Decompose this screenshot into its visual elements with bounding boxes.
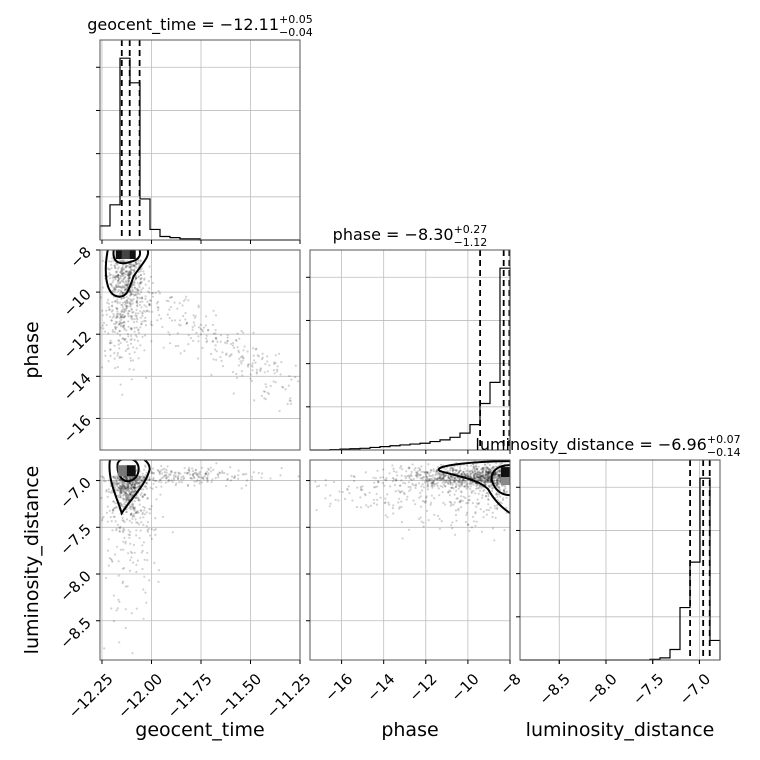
contour-phase-luminosity_distance xyxy=(437,460,510,514)
y-tick-label: −10 xyxy=(60,285,95,320)
x-tick-label: −11.50 xyxy=(213,670,265,722)
panel-frame-hist-geocent_time xyxy=(99,39,301,241)
x-tick-label: −8 xyxy=(496,670,524,698)
y-tick-label: −7.0 xyxy=(56,474,94,512)
y-tick-label: −14 xyxy=(60,369,95,404)
x-tick-label: −11.75 xyxy=(164,670,216,722)
y-tick-label: −8.0 xyxy=(56,567,94,605)
x-axis-label-luminosity-distance: luminosity_distance xyxy=(526,719,715,741)
x-tick-label: −7.0 xyxy=(676,670,714,708)
density-peak xyxy=(501,467,510,478)
x-tick-label: −12 xyxy=(405,670,440,705)
density-peak xyxy=(117,465,127,477)
panel-frame-geocent_time-phase xyxy=(99,249,301,451)
contour-geocent_time-phase xyxy=(104,250,150,298)
y-tick-label: −16 xyxy=(60,412,95,447)
x-tick-label: −12.25 xyxy=(65,670,117,722)
y-axis-label-phase: phase xyxy=(21,321,43,378)
title-phase: phase = −8.30+0.27 −1.12 xyxy=(333,223,488,249)
panel-frame-geocent_time-luminosity_distance xyxy=(99,459,301,661)
x-tick-label: −12.00 xyxy=(114,670,166,722)
title-geocent-time: geocent_time = −12.11+0.05 −0.04 xyxy=(87,13,313,39)
x-tick-label: −8.0 xyxy=(582,670,620,708)
x-axis-label-phase: phase xyxy=(381,719,438,741)
panel-frame-phase-luminosity_distance xyxy=(309,459,511,661)
y-tick-label: −8.5 xyxy=(56,614,94,652)
y-tick-label: −7.5 xyxy=(56,520,94,558)
panel-frame-hist-luminosity_distance xyxy=(519,459,721,661)
x-axis-label-geocent-time: geocent_time xyxy=(135,719,264,741)
scatter-phase-luminosity_distance xyxy=(310,460,508,542)
scatter-geocent_time-luminosity_distance xyxy=(100,462,300,655)
x-tick-label: −11.25 xyxy=(263,670,315,722)
title-luminosity-distance: luminosity_distance = −6.96+0.07 −0.14 xyxy=(475,433,740,459)
y-axis-label-luminosity-distance: luminosity_distance xyxy=(21,466,43,655)
scatter-geocent_time-phase xyxy=(100,250,300,413)
x-tick-label: −7.5 xyxy=(629,670,667,708)
panel-frame-hist-phase xyxy=(309,249,511,451)
contour-geocent_time-luminosity_distance xyxy=(108,460,151,516)
y-tick-label: −8 xyxy=(66,243,94,271)
x-tick-label: −10 xyxy=(448,670,483,705)
x-tick-label: −16 xyxy=(321,670,356,705)
x-tick-label: −14 xyxy=(363,670,398,705)
x-tick-label: −8.5 xyxy=(536,670,574,708)
y-tick-label: −12 xyxy=(60,327,95,362)
